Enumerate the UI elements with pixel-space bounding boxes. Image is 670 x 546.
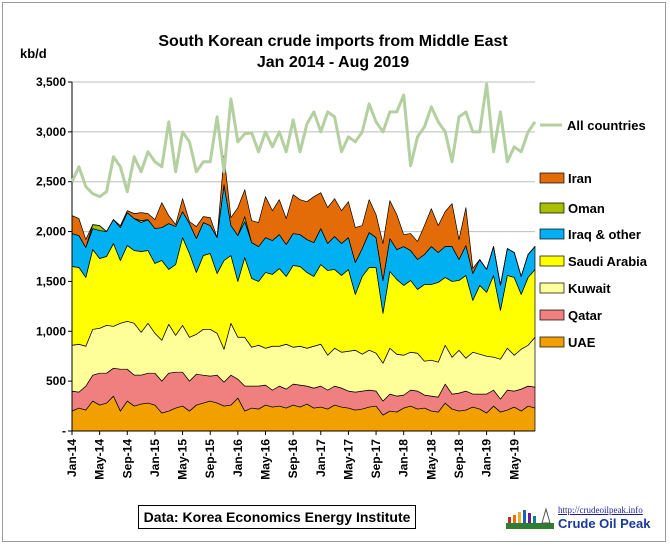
x-tick-label: Jan-17	[314, 439, 328, 477]
legend-label-qatar: Qatar	[568, 308, 602, 323]
data-source-label: Data: Korea Economics Energy Institute	[138, 505, 416, 529]
legend-label-uae: UAE	[568, 335, 596, 350]
brand-url-link[interactable]: http://crudeoilpeak.info	[558, 505, 643, 515]
area-iran	[71, 155, 536, 286]
x-tick-label: May-14	[93, 439, 107, 480]
legend-label-iraq-other: Iraq & other	[568, 227, 641, 242]
x-tick-label: May-19	[507, 439, 521, 480]
y-tick-label: -	[62, 424, 66, 438]
x-tick-label: Sep-14	[120, 439, 134, 479]
x-tick-label: Sep-17	[369, 439, 383, 479]
y-tick-label: 1,000	[36, 324, 66, 338]
x-tick-labels: Jan-14 May-14 Sep-14 Jan-15 May-15 Sep-15 Jan-…	[65, 431, 521, 480]
legend-label-saudi-arabia: Saudi Arabia	[568, 254, 648, 269]
legend-swatch-saudi-arabia	[539, 255, 565, 267]
brand-logo-block[interactable]: http://crudeoilpeak.info Crude Oil Peak	[506, 505, 656, 531]
x-tick-label: Sep-18	[452, 439, 466, 479]
x-tick-label: Jan-15	[148, 439, 162, 477]
axes	[71, 82, 535, 432]
x-tick-label: May-17	[341, 439, 355, 480]
legend-swatch-kuwait	[539, 282, 565, 294]
x-tick-label: May-18	[424, 439, 438, 480]
legend-swatch-qatar	[539, 309, 565, 321]
y-tick-label: 3,000	[36, 125, 66, 139]
x-tick-label: Jan-14	[65, 439, 79, 477]
legend-label-all-countries: All countries	[567, 118, 646, 133]
legend-swatch-iraq-other	[539, 228, 565, 240]
chart-title: South Korean crude imports from Middle E…	[158, 33, 508, 50]
x-tick-label: May-15	[176, 439, 190, 480]
oil-derrick-logo-icon	[506, 507, 554, 529]
legend-swatch-oman	[539, 202, 565, 214]
y-tick-labels: - 500 1,000 1,500 2,000 2,500 3,000 3,500	[36, 75, 72, 438]
y-tick-label: 1,500	[36, 274, 66, 288]
legend-label-oman: Oman	[568, 201, 605, 216]
brand-name: Crude Oil Peak	[558, 516, 651, 531]
x-tick-label: Sep-15	[203, 439, 217, 479]
x-tick-label: Jan-16	[231, 439, 245, 477]
y-axis-label: kb/d	[20, 46, 47, 61]
chart-subtitle: Jan 2014 - Aug 2019	[257, 54, 409, 71]
x-tick-label: Jan-19	[480, 439, 494, 477]
all-countries-line	[70, 82, 537, 199]
x-tick-label: Jan-18	[397, 439, 411, 477]
legend: All countries Iran Oman Iraq & other Saudi A…	[539, 118, 648, 350]
y-tick-label: 2,000	[36, 225, 66, 239]
total-line	[70, 82, 537, 199]
y-tick-label: 3,500	[36, 75, 66, 89]
legend-swatch-iran	[539, 172, 565, 184]
stacked-areas	[71, 155, 536, 432]
legend-label-iran: Iran	[568, 171, 592, 186]
legend-label-kuwait: Kuwait	[568, 281, 611, 296]
legend-swatch-uae	[539, 336, 565, 348]
y-tick-label: 500	[46, 374, 66, 388]
x-tick-label: Sep-16	[286, 439, 300, 479]
y-tick-label: 2,500	[36, 175, 66, 189]
x-tick-label: May-16	[258, 439, 272, 480]
